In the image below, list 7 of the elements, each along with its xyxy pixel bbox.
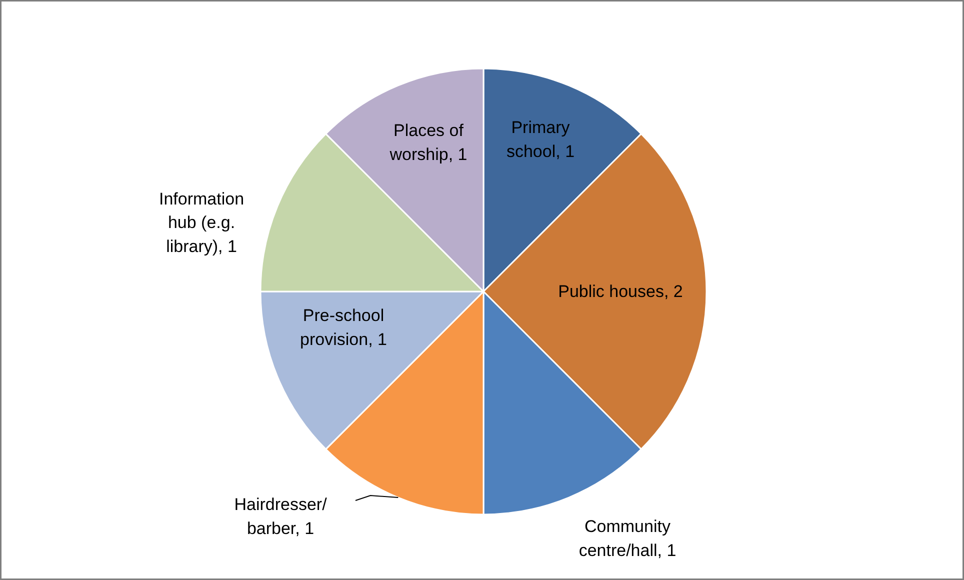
slice-label: Hairdresser/ barber, 1 <box>234 495 328 538</box>
slice-label: Public houses, 2 <box>558 282 683 301</box>
slice-label: Community centre/hall, 1 <box>578 517 676 560</box>
slice-label: Information hub (e.g. library), 1 <box>158 189 244 256</box>
slice-label: Places of worship, 1 <box>388 121 468 164</box>
slice-label: Pre-school provision, 1 <box>300 306 387 349</box>
slice-label: Primary school, 1 <box>506 118 575 161</box>
